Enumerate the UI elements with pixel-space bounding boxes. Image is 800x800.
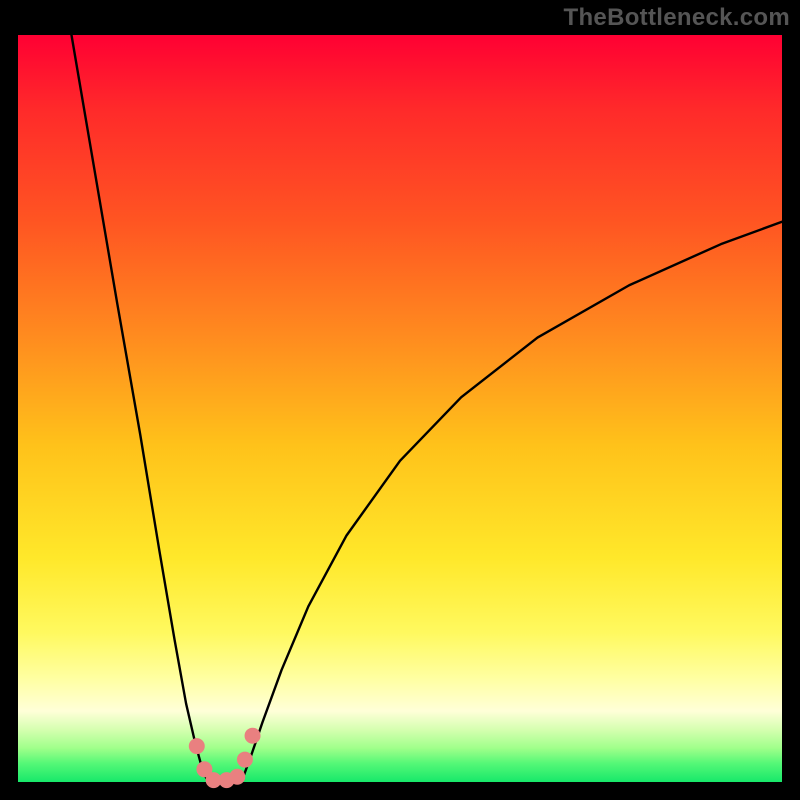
watermark-text: TheBottleneck.com: [564, 4, 790, 32]
bottleneck-chart: [0, 0, 800, 800]
chart-gradient-background: [18, 35, 782, 782]
marker-dot: [237, 752, 252, 767]
marker-dot: [189, 739, 204, 754]
marker-dot: [245, 728, 260, 743]
marker-dot: [230, 769, 245, 784]
